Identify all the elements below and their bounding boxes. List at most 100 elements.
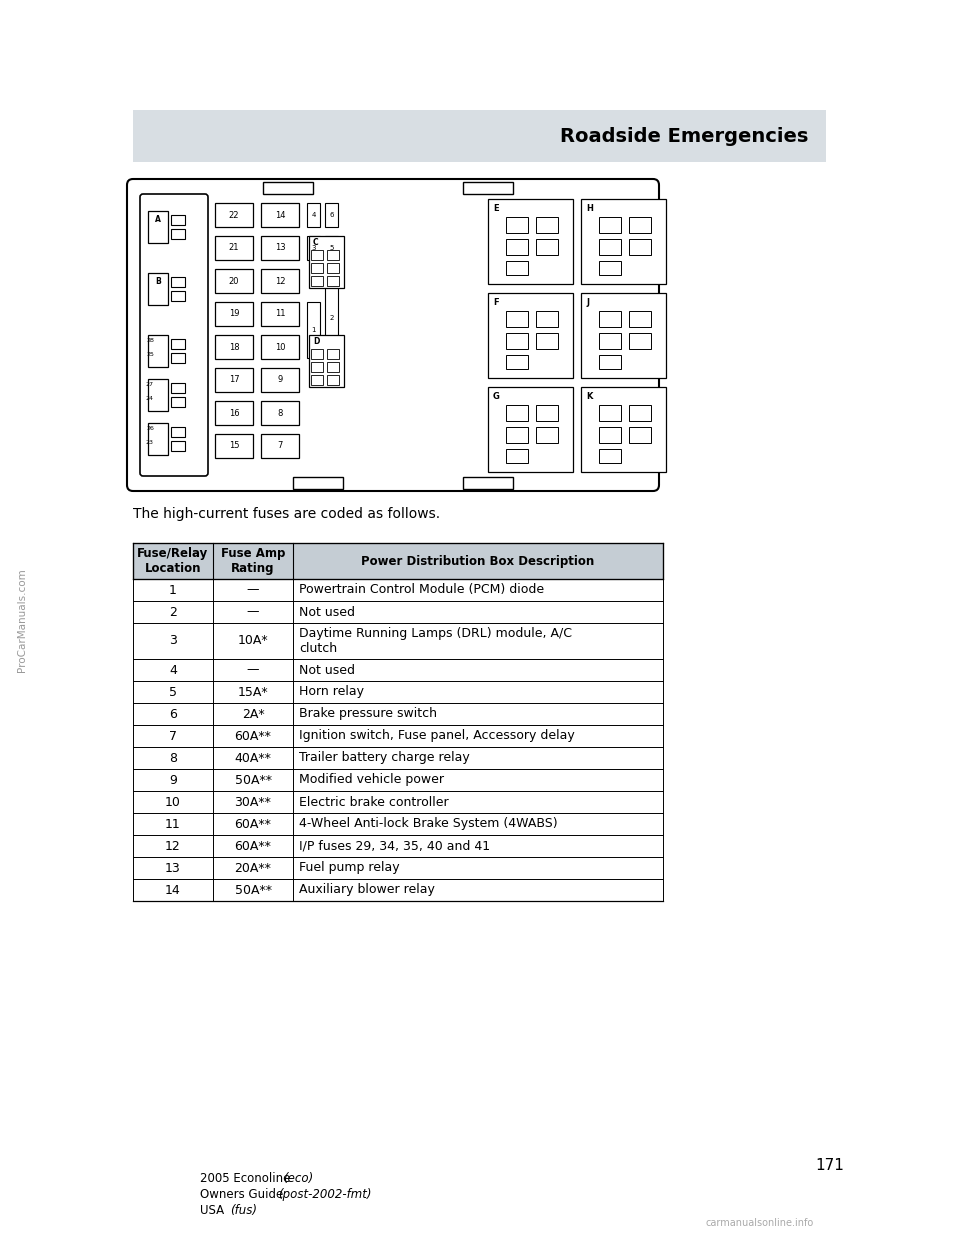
Text: 6: 6 <box>329 212 334 219</box>
Bar <box>133 681 663 703</box>
Bar <box>536 427 558 443</box>
Text: 12: 12 <box>165 840 180 852</box>
Bar <box>133 601 663 623</box>
Text: Auxiliary blower relay: Auxiliary blower relay <box>299 883 435 897</box>
Text: 171: 171 <box>816 1158 845 1172</box>
Text: 23: 23 <box>146 441 154 446</box>
Text: Horn relay: Horn relay <box>299 686 364 698</box>
Bar <box>148 335 168 366</box>
Text: Fuel pump relay: Fuel pump relay <box>299 862 399 874</box>
Text: A: A <box>156 215 161 224</box>
Text: 21: 21 <box>228 243 239 252</box>
Text: H: H <box>586 204 593 212</box>
Bar <box>325 286 338 351</box>
Bar <box>536 333 558 349</box>
Bar <box>581 293 666 378</box>
Bar <box>327 349 339 359</box>
Bar <box>171 277 185 287</box>
Bar <box>536 217 558 233</box>
Text: Owners Guide: Owners Guide <box>200 1189 287 1201</box>
Bar <box>133 725 663 746</box>
Text: I/P fuses 29, 34, 35, 40 and 41: I/P fuses 29, 34, 35, 40 and 41 <box>299 840 491 852</box>
Bar <box>488 388 573 472</box>
Bar <box>261 302 299 325</box>
Bar <box>311 375 323 385</box>
Bar <box>327 250 339 260</box>
Bar <box>133 814 663 835</box>
Text: 15A*: 15A* <box>238 686 268 698</box>
Bar <box>133 623 663 660</box>
Text: 4-Wheel Anti-lock Brake System (4WABS): 4-Wheel Anti-lock Brake System (4WABS) <box>299 817 558 831</box>
Bar <box>599 261 621 274</box>
Bar <box>463 183 513 194</box>
Bar <box>215 401 253 425</box>
Text: 28: 28 <box>146 339 154 344</box>
Text: Trailer battery charge relay: Trailer battery charge relay <box>299 751 469 765</box>
Text: 7: 7 <box>169 729 177 743</box>
Text: 2: 2 <box>169 606 177 619</box>
Bar <box>506 333 528 349</box>
Bar <box>133 879 663 900</box>
Bar <box>325 202 338 227</box>
Bar <box>215 270 253 293</box>
Text: Not used: Not used <box>299 663 355 677</box>
Text: Roadside Emergencies: Roadside Emergencies <box>560 127 808 145</box>
Bar <box>599 405 621 421</box>
Bar <box>488 199 573 284</box>
Bar <box>629 217 651 233</box>
Bar <box>311 349 323 359</box>
Bar <box>506 450 528 463</box>
Bar <box>261 335 299 359</box>
Bar <box>171 383 185 392</box>
Text: 2005 Econoline: 2005 Econoline <box>200 1172 294 1185</box>
Text: 7: 7 <box>277 441 282 451</box>
Text: Fuse Amp
Rating: Fuse Amp Rating <box>221 546 285 575</box>
Bar <box>629 405 651 421</box>
Text: Fuse/Relay
Location: Fuse/Relay Location <box>137 546 208 575</box>
Text: 10: 10 <box>165 795 180 809</box>
Bar <box>261 236 299 260</box>
Bar <box>599 238 621 255</box>
Text: 50A**: 50A** <box>234 774 272 786</box>
Bar <box>261 202 299 227</box>
Text: Not used: Not used <box>299 606 355 619</box>
Text: 20A**: 20A** <box>234 862 272 874</box>
Bar <box>629 333 651 349</box>
Text: 5: 5 <box>329 245 334 251</box>
Bar <box>261 433 299 458</box>
Bar <box>506 355 528 369</box>
Bar <box>133 111 826 161</box>
Bar <box>171 229 185 238</box>
Text: 16: 16 <box>228 409 239 417</box>
Bar <box>599 427 621 443</box>
Text: The high-current fuses are coded as follows.: The high-current fuses are coded as foll… <box>133 507 440 520</box>
Bar <box>536 238 558 255</box>
Text: 18: 18 <box>228 343 239 351</box>
Bar <box>307 302 320 358</box>
Bar <box>215 302 253 325</box>
Bar <box>215 433 253 458</box>
Bar <box>261 401 299 425</box>
Bar <box>261 368 299 392</box>
Text: E: E <box>493 204 498 212</box>
Text: 8: 8 <box>169 751 177 765</box>
Text: 50A**: 50A** <box>234 883 272 897</box>
Bar <box>133 579 663 601</box>
Text: 60A**: 60A** <box>234 729 272 743</box>
Text: Modified vehicle power: Modified vehicle power <box>299 774 444 786</box>
Text: 25: 25 <box>146 353 154 358</box>
Bar <box>171 397 185 407</box>
Bar <box>215 335 253 359</box>
Text: C: C <box>313 238 319 247</box>
Text: 17: 17 <box>228 375 239 385</box>
Text: 8: 8 <box>277 409 282 417</box>
Text: 9: 9 <box>169 774 177 786</box>
FancyBboxPatch shape <box>127 179 659 491</box>
Bar <box>536 310 558 327</box>
Bar <box>581 199 666 284</box>
Text: D: D <box>313 337 320 347</box>
Text: 11: 11 <box>275 309 285 318</box>
Text: Power Distribution Box Description: Power Distribution Box Description <box>361 554 594 568</box>
Bar <box>599 310 621 327</box>
Bar <box>148 211 168 243</box>
